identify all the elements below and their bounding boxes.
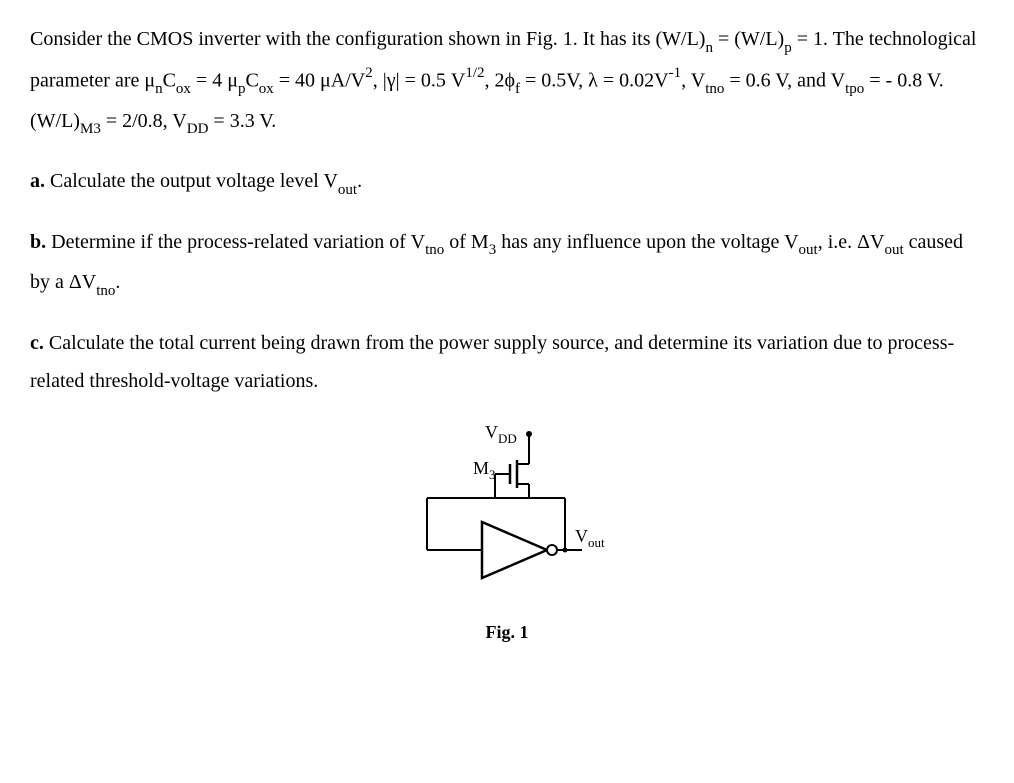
intro-text: C xyxy=(245,69,258,91)
part-b-text: has any influence upon the voltage xyxy=(496,231,784,253)
sub-p2: p xyxy=(238,81,246,97)
sub-out: out xyxy=(799,242,818,258)
sub-n2: n xyxy=(155,81,163,97)
intro-text: = (W/ xyxy=(713,28,765,50)
svg-text:V: V xyxy=(485,422,498,442)
intro-text: , 2ϕ xyxy=(484,69,515,91)
sub-tpo: tpo xyxy=(845,81,864,97)
sub-tno2: tno xyxy=(96,283,115,299)
figure-container: V DD M 3 xyxy=(30,420,984,649)
svg-text:out: out xyxy=(588,535,605,550)
part-b-paragraph: b. Determine if the process-related vari… xyxy=(30,223,984,304)
part-b-text: . xyxy=(115,271,120,293)
sub-dd: DD xyxy=(187,121,209,137)
svg-text:DD: DD xyxy=(498,431,517,446)
sub-n: n xyxy=(705,40,713,56)
intro-paragraph: Consider the CMOS inverter with the conf… xyxy=(30,20,984,142)
part-a-paragraph: a. Calculate the output voltage level Vo… xyxy=(30,162,984,203)
sub-ox2: ox xyxy=(259,81,274,97)
circuit-diagram: V DD M 3 xyxy=(377,420,637,610)
intro-text: = 3.3 V. xyxy=(208,110,276,132)
intro-text: C xyxy=(163,69,176,91)
sub-tno: tno xyxy=(705,81,724,97)
svg-text:V: V xyxy=(575,526,588,546)
intro-text: L) xyxy=(765,28,784,50)
sup-neg1: -1 xyxy=(669,65,682,81)
intro-text: Consider the CMOS inverter with the conf… xyxy=(30,28,705,50)
intro-text: = 2/0.8, V xyxy=(101,110,187,132)
sup-half: 1/2 xyxy=(465,65,484,81)
sub-tno: tno xyxy=(425,242,444,258)
part-a-label: a. xyxy=(30,170,45,192)
sub-ox: ox xyxy=(176,81,191,97)
figure-caption: Fig. 1 xyxy=(486,615,529,649)
part-b-label: b. xyxy=(30,231,46,253)
intro-text: , V xyxy=(681,69,705,91)
part-a-text: . xyxy=(357,170,362,192)
svg-text:M: M xyxy=(473,458,489,478)
part-b-text: Determine if the process-related variati… xyxy=(46,231,425,253)
intro-text: , |γ| = 0.5 V xyxy=(373,69,466,91)
intro-text: = xyxy=(520,69,541,91)
intro-text: = 4 μ xyxy=(191,69,238,91)
sub-3: 3 xyxy=(489,242,497,258)
intro-text: = 0.6 V, and V xyxy=(724,69,845,91)
sup-2: 2 xyxy=(365,65,373,81)
sub-p: p xyxy=(784,40,792,56)
intro-text: = 40 μA/V xyxy=(274,69,365,91)
intro-text: 0.5V, λ = 0.02V xyxy=(541,69,668,91)
part-c-text: Calculate the total current being drawn … xyxy=(44,332,757,354)
part-a-text: Calculate the output voltage level V xyxy=(45,170,338,192)
part-c-paragraph: c. Calculate the total current being dra… xyxy=(30,324,984,400)
sub-out2: out xyxy=(884,242,903,258)
part-b-text: , i.e. ΔV xyxy=(818,231,885,253)
sub-out: out xyxy=(338,182,357,198)
part-c-label: c. xyxy=(30,332,44,354)
sub-m3: M3 xyxy=(80,121,101,137)
part-b-text: of M xyxy=(444,231,488,253)
sub-f: f xyxy=(515,81,520,97)
part-b-text: V xyxy=(784,231,798,253)
